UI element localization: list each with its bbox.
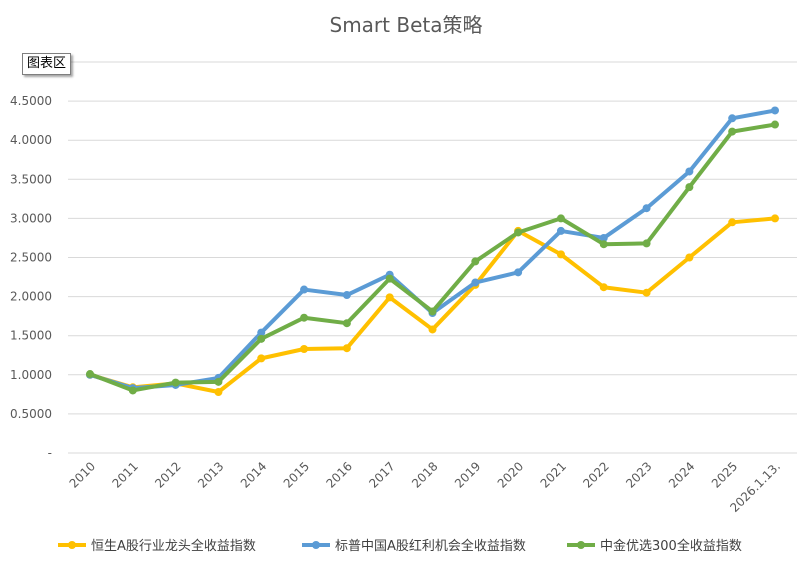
- data-point: [642, 288, 651, 297]
- y-tick-label: 1.0000: [10, 368, 52, 382]
- legend: 恒生A股行业龙头全收益指数 标普中国A股红利机会全收益指数 中金优选300全收益指数: [58, 538, 742, 554]
- x-tick-label: 2019: [452, 459, 483, 490]
- x-tick-label: 2018: [409, 459, 440, 490]
- y-tick-label: 0.5000: [10, 407, 52, 421]
- data-point: [728, 218, 737, 227]
- data-point: [728, 127, 737, 136]
- chart-title: Smart Beta策略: [330, 13, 483, 37]
- legend-label: 中金优选300全收益指数: [600, 538, 742, 554]
- x-tick-label: 2017: [366, 459, 397, 490]
- legend-item: 恒生A股行业龙头全收益指数: [58, 538, 256, 554]
- data-point: [685, 253, 694, 262]
- data-point: [599, 283, 608, 292]
- data-point: [428, 307, 437, 316]
- series-1: [86, 214, 779, 397]
- data-point: [342, 344, 351, 353]
- x-axis-ticks: 2010 2011 2012 2013 2014 2015 2016 2017 2018 2019…: [67, 459, 783, 515]
- data-point: [342, 291, 351, 300]
- y-tick-label: 4.5000: [10, 94, 52, 108]
- x-tick-label: 2011: [109, 459, 140, 490]
- legend-swatch-marker: [577, 541, 585, 549]
- data-point: [300, 344, 309, 353]
- data-point: [385, 274, 394, 283]
- y-tick-label: -: [48, 446, 52, 460]
- x-tick-label: 2025: [709, 459, 740, 490]
- data-point: [771, 214, 779, 223]
- data-point: [257, 328, 266, 337]
- chart-area-tooltip: 图表区: [22, 53, 72, 75]
- series-line: [88, 216, 777, 395]
- data-point: [257, 354, 266, 363]
- x-tick-label: 2021: [538, 459, 569, 490]
- data-point: [642, 239, 651, 248]
- data-point: [300, 285, 309, 294]
- data-point: [685, 183, 694, 192]
- x-tick-label: 2023: [623, 459, 654, 490]
- data-point: [128, 386, 137, 395]
- legend-item: 标普中国A股红利机会全收益指数: [302, 538, 526, 554]
- data-point: [556, 214, 565, 223]
- legend-label: 恒生A股行业龙头全收益指数: [91, 538, 256, 554]
- data-point: [171, 378, 180, 387]
- data-point: [599, 233, 608, 242]
- x-tick-label: 2010: [67, 459, 98, 490]
- series-3: [86, 120, 779, 395]
- data-point: [300, 313, 309, 322]
- data-point: [385, 293, 394, 302]
- data-point: [728, 114, 737, 123]
- x-tick-label: 2016: [323, 459, 354, 490]
- y-axis-ticks: - 0.5000 1.0000 1.5000 2.0000 2.5000 3.0000 3.5…: [10, 55, 52, 460]
- data-point: [257, 334, 266, 343]
- data-point: [514, 268, 523, 277]
- data-point: [514, 228, 523, 237]
- data-point: [556, 250, 565, 259]
- data-point: [471, 257, 480, 266]
- y-tick-label: 1.5000: [10, 329, 52, 343]
- data-point: [556, 226, 565, 235]
- data-point: [428, 325, 437, 334]
- data-point: [599, 240, 608, 249]
- x-tick-label: 2022: [580, 459, 611, 490]
- legend-label: 标普中国A股红利机会全收益指数: [335, 538, 526, 554]
- data-point: [685, 167, 694, 176]
- data-point: [642, 204, 651, 213]
- legend-item: 中金优选300全收益指数: [567, 538, 742, 554]
- legend-swatch-marker: [312, 541, 320, 549]
- series-2: [86, 106, 779, 393]
- gridlines: [68, 61, 797, 454]
- y-tick-label: 3.0000: [10, 211, 52, 225]
- x-tick-label: 2013: [195, 459, 226, 490]
- data-point: [771, 106, 779, 115]
- series-line: [88, 108, 777, 391]
- data-point: [86, 370, 94, 379]
- data-point: [214, 388, 223, 397]
- data-point: [471, 278, 480, 287]
- x-tick-label: 2024: [666, 459, 697, 490]
- x-tick-label: 2015: [281, 459, 312, 490]
- y-tick-label: 2.0000: [10, 290, 52, 304]
- y-tick-label: 4.0000: [10, 133, 52, 147]
- y-tick-label: 3.5000: [10, 172, 52, 186]
- x-tick-label: 2012: [152, 459, 183, 490]
- x-tick-label: 2014: [238, 459, 269, 490]
- data-point: [771, 120, 779, 129]
- series-lines: [86, 106, 779, 397]
- x-tick-label: 2020: [495, 459, 526, 490]
- data-point: [214, 377, 223, 386]
- legend-swatch-marker: [68, 541, 76, 549]
- y-tick-label: 2.5000: [10, 251, 52, 265]
- data-point: [342, 319, 351, 328]
